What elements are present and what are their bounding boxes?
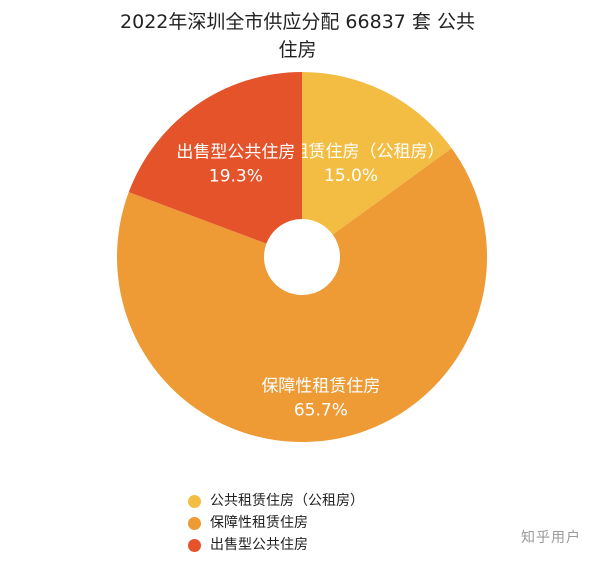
legend: 公共租赁住房（公租房） 保障性租赁住房 出售型公共住房	[188, 490, 364, 556]
watermark: 知乎用户	[521, 530, 581, 546]
legend-item-public-rental: 公共租赁住房（公租房）	[188, 490, 364, 512]
slice-public-rental	[302, 72, 452, 235]
legend-item-for-sale-public: 出售型公共住房	[188, 534, 364, 556]
legend-label-for-sale-public: 出售型公共住房	[210, 537, 308, 553]
legend-swatch-public-rental	[188, 494, 201, 508]
slice-affordable-rental	[117, 148, 487, 442]
legend-swatch-affordable-rental	[188, 516, 201, 530]
chart-title-line1: 2022年深圳全市供应分配 66837 套 公共	[120, 11, 475, 33]
slice-for-sale-public	[128, 71, 302, 244]
legend-swatch-for-sale-public	[188, 538, 201, 552]
chart-title-line2: 住房	[278, 39, 317, 61]
slice-label-name-for-sale-public: 出售型公共住房	[176, 143, 295, 163]
slice-label-name-public-rental: 公共租赁住房（公租房）	[258, 142, 445, 162]
slice-label-value-public-rental: 15.0%	[324, 166, 378, 186]
legend-item-affordable-rental: 保障性租赁住房	[188, 512, 364, 534]
slice-label-name-affordable-rental: 保障性租赁住房	[261, 377, 380, 397]
slice-label-value-for-sale-public: 19.3%	[209, 167, 263, 187]
slice-label-value-affordable-rental: 65.7%	[294, 401, 348, 421]
legend-label-public-rental: 公共租赁住房（公租房）	[210, 493, 364, 509]
chart-title: 2022年深圳全市供应分配 66837 套 公共 住房	[0, 8, 595, 64]
legend-label-affordable-rental: 保障性租赁住房	[210, 515, 308, 531]
